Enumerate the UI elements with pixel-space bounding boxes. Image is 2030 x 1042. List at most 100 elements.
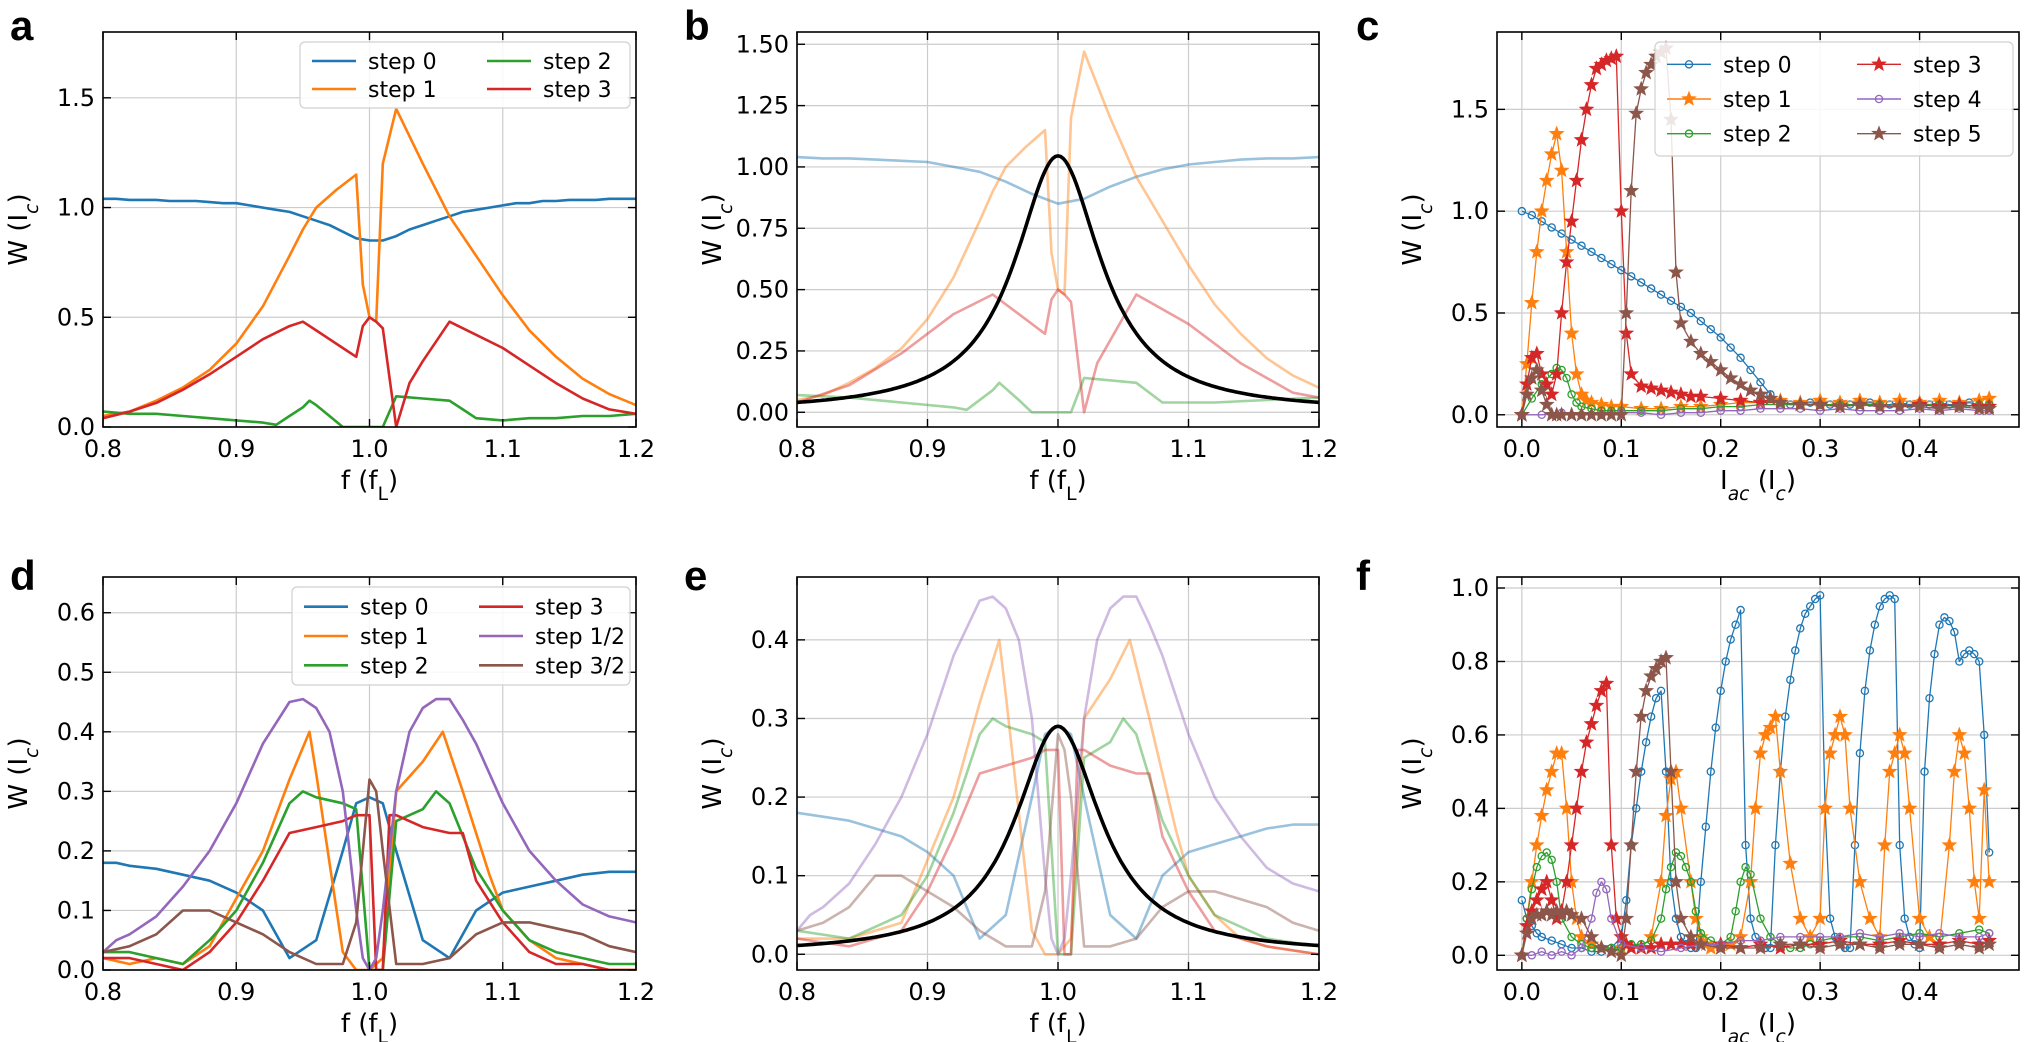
- series-group-b: [797, 50, 1319, 414]
- data-point: [1970, 649, 1979, 659]
- data-point: [1517, 206, 1527, 216]
- x-tick-label: 1.1: [484, 435, 522, 463]
- data-point: [1752, 744, 1769, 761]
- data-point: [1951, 935, 1968, 952]
- legend-entry: step 0: [360, 596, 429, 621]
- data-point: [1752, 939, 1769, 955]
- data-point: [1618, 304, 1635, 320]
- data-point: [1696, 408, 1706, 417]
- data-point: [1895, 840, 1904, 850]
- data-point: [1756, 377, 1765, 387]
- data-point: [1692, 388, 1709, 404]
- legend-entry: step 0: [1723, 53, 1792, 78]
- data-point: [1865, 646, 1875, 655]
- data-point: [1772, 763, 1789, 779]
- data-point: [1716, 686, 1725, 696]
- data-point: [1547, 223, 1556, 232]
- data-point: [1633, 708, 1650, 724]
- data-point: [1762, 719, 1779, 735]
- data-point: [1513, 406, 1530, 422]
- data-point: [1757, 726, 1774, 742]
- legend-c: step 0 step 1 step 2 step 3 step 4 step 5: [1654, 41, 2014, 157]
- data-point: [1911, 935, 1928, 952]
- data-point: [1558, 873, 1575, 889]
- data-point: [1791, 646, 1800, 655]
- legend-entry: step 3: [535, 596, 604, 621]
- data-point: [1528, 243, 1545, 259]
- legend-marker: [1684, 60, 1694, 69]
- data-point: [1602, 884, 1611, 894]
- data-point: [1553, 304, 1570, 320]
- data-point: [1925, 693, 1934, 703]
- data-point: [1573, 386, 1590, 402]
- axes-frame-f: [1496, 576, 2020, 971]
- data-point: [1692, 345, 1709, 361]
- legend-entry: step 0: [368, 50, 437, 75]
- data-point: [1746, 365, 1755, 375]
- data-point: [1930, 649, 1939, 659]
- data-point: [1547, 855, 1556, 865]
- data-point: [1732, 375, 1749, 391]
- data-point: [1683, 928, 1699, 944]
- data-point: [1538, 375, 1555, 391]
- data-point: [1618, 324, 1635, 341]
- data-point: [1656, 686, 1666, 696]
- data-point: [1837, 726, 1853, 742]
- data-point: [1557, 947, 1566, 956]
- data-point: [1812, 910, 1829, 926]
- data-point: [1792, 910, 1809, 926]
- data-point: [1756, 914, 1765, 923]
- data-point: [1696, 877, 1706, 887]
- data-point: [1961, 800, 1978, 816]
- data-point: [1587, 943, 1596, 953]
- data-point: [1766, 932, 1775, 942]
- data-point: [1817, 800, 1833, 816]
- x-axis-label-f: Iac (Ic): [1720, 1009, 1796, 1042]
- data-point: [1931, 939, 1948, 955]
- data-point: [1901, 800, 1918, 816]
- data-point: [1548, 125, 1565, 141]
- data-point: [1673, 386, 1689, 402]
- data-point: [1572, 398, 1581, 407]
- data-point: [1673, 910, 1689, 926]
- data-point: [1573, 763, 1590, 779]
- series-d-step-2: [103, 790, 636, 970]
- data-point: [1562, 373, 1571, 383]
- data-point: [1955, 657, 1964, 666]
- x-tick-label: 1.0: [350, 978, 388, 1006]
- panel-label-c: c: [1356, 2, 1379, 49]
- data-point: [1588, 697, 1605, 713]
- data-point: [1673, 800, 1689, 816]
- data-point: [1646, 284, 1656, 293]
- data-point: [1563, 906, 1580, 922]
- data-point: [1656, 290, 1666, 299]
- data-point: [1984, 848, 1994, 857]
- data-point: [1603, 943, 1620, 959]
- data-point: [1583, 394, 1600, 410]
- x-tick-label: 1.0: [1039, 978, 1077, 1006]
- data-point: [1732, 392, 1749, 408]
- x-tick-label: 0.3: [1801, 978, 1839, 1006]
- x-tick-label: 1.2: [617, 435, 655, 463]
- data-point: [1532, 862, 1542, 872]
- y-tick-label: 0.1: [751, 862, 789, 890]
- data-point: [1676, 302, 1686, 312]
- x-tick-label: 1.2: [1300, 978, 1338, 1006]
- data-point: [1643, 667, 1659, 683]
- data-point: [1567, 951, 1576, 960]
- data-point: [1577, 241, 1586, 251]
- y-axis-label-b: W (Ic): [698, 193, 737, 265]
- data-point: [1945, 616, 1954, 626]
- data-point: [1643, 379, 1659, 396]
- y-tick-label: 0.3: [57, 777, 95, 805]
- x-axis-label-c: Iac (Ic): [1720, 466, 1796, 505]
- data-point: [1638, 64, 1655, 80]
- data-point: [1618, 910, 1635, 926]
- x-tick-label: 0.8: [778, 978, 816, 1006]
- y-tick-label: 1.0: [1451, 574, 1489, 602]
- data-point: [1852, 935, 1868, 952]
- y-axis-label-f: W (Ic): [1398, 737, 1437, 809]
- legend-entry: step 1/2: [535, 625, 625, 650]
- panel-label-f: f: [1356, 552, 1371, 599]
- data-point: [1558, 253, 1575, 269]
